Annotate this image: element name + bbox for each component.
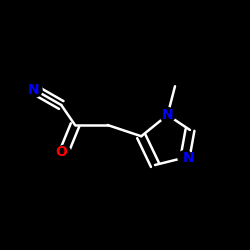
Circle shape: [178, 150, 192, 164]
Text: N: N: [183, 150, 194, 164]
Circle shape: [57, 146, 71, 160]
Text: N: N: [162, 108, 173, 122]
Circle shape: [28, 83, 42, 97]
Text: N: N: [28, 83, 40, 97]
Circle shape: [160, 108, 175, 122]
Text: O: O: [55, 146, 67, 160]
